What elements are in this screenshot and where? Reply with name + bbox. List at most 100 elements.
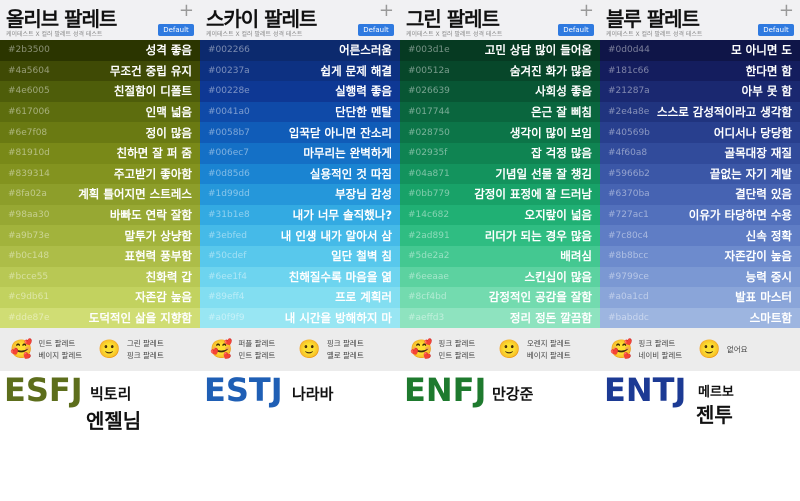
color-row[interactable]: #1d99dd 부장님 감성 [200, 184, 400, 205]
compatibility-bar: 🥰 민트 팔레트 베이지 팔레트 🙂 그린 팔레트 핑크 팔레트 [0, 328, 200, 372]
trait-label: 능력 중시 [745, 269, 792, 284]
palette-subtitle: 케이테스트 X 컬러 팔레트 성격 테스트 [6, 31, 103, 38]
character-name: 빅토리 [90, 385, 132, 404]
trait-label: 주고받기 좋아함 [113, 166, 192, 181]
default-button[interactable]: Default [158, 24, 194, 36]
hex-code: #aeffd3 [408, 313, 445, 324]
color-row[interactable]: #4a5604 무조건 중립 유지 [0, 60, 200, 82]
plus-icon[interactable]: + [378, 0, 394, 21]
color-row[interactable]: #89eff4 프로 계획러 [200, 287, 400, 308]
color-row[interactable]: #0041a0 단단한 멘탈 [200, 101, 400, 123]
default-button[interactable]: Default [558, 24, 594, 36]
good-match-list: 핑크 팔레트 민트 팔레트 [438, 338, 488, 362]
color-row[interactable]: #a0f9f9 내 시간을 방해하지 마 [200, 307, 400, 329]
hex-code: #839314 [8, 168, 50, 179]
color-row[interactable]: #b0c148 표현력 풍부함 [0, 245, 200, 267]
hex-code: #6ee1f4 [208, 271, 247, 282]
hex-code: #2e4a8e [608, 107, 650, 118]
color-row[interactable]: #2b3500 성격 좋음 [0, 40, 200, 61]
mbti-code: ENTJ [604, 371, 687, 410]
color-row[interactable]: #0058b7 입꾹닫 아니면 잔소리 [200, 122, 400, 143]
color-row[interactable]: #98aa30 바빠도 연락 잘함 [0, 204, 200, 226]
smiling-face-with-hearts-icon: 🥰 [210, 339, 233, 361]
color-row[interactable]: #006ec7 마무리는 완벽하게 [200, 142, 400, 164]
color-row[interactable]: #617006 인맥 넓음 [0, 101, 200, 123]
trait-label: 부장님 감성 [335, 187, 392, 202]
color-row[interactable]: #c9db61 자존감 높음 [0, 287, 200, 308]
color-row[interactable]: #31b1e8 내가 너무 솔직했나? [200, 204, 400, 226]
match-item: 핑크 팔레트 [638, 338, 676, 348]
trait-label: 한다면 함 [745, 63, 792, 78]
color-row[interactable]: #00237a 쉽게 문제 해결 [200, 60, 400, 82]
hex-code: #04a871 [408, 168, 450, 179]
color-row[interactable]: #7c80c4 신속 정확 [600, 225, 800, 246]
color-row[interactable]: #6ee1f4 친해질수록 마음을 엶 [200, 266, 400, 288]
color-row[interactable]: #babddc 스마트함 [600, 307, 800, 329]
color-row[interactable]: #aeffd3 정리 정돈 깔끔함 [400, 307, 600, 329]
color-row[interactable]: #8fa02a 계획 틀어지면 스트레스 [0, 184, 200, 205]
palette-title: 올리브 팔레트 [6, 7, 117, 31]
color-row[interactable]: #81910d 친하면 잘 퍼 줌 [0, 142, 200, 164]
color-row[interactable]: #727ac1 이유가 타당하면 수용 [600, 204, 800, 226]
color-row[interactable]: #2ad891 리더가 되는 경우 많음 [400, 225, 600, 246]
color-row[interactable]: #a9b73e 말투가 상냥함 [0, 225, 200, 246]
default-button[interactable]: Default [358, 24, 394, 36]
color-row[interactable]: #181c66 한다면 함 [600, 60, 800, 82]
mbti-code: ESFJ [4, 371, 83, 410]
plus-icon[interactable]: + [778, 0, 794, 21]
plus-icon[interactable]: + [178, 0, 194, 21]
color-row[interactable]: #8cf4bd 감정적인 공감을 잘함 [400, 287, 600, 308]
color-row[interactable]: #14c682 오지랖이 넓음 [400, 204, 600, 226]
color-row[interactable]: #8b8bcc 자존감이 높음 [600, 245, 800, 267]
palette-header: 블루 팔레트 케이테스트 X 컬러 팔레트 성격 테스트 + Default [600, 0, 800, 40]
trait-label: 정리 정돈 깔끔함 [509, 311, 592, 326]
color-row[interactable]: #4f60a8 골목대장 재질 [600, 142, 800, 164]
color-row[interactable]: #0d85d6 실용적인 것 따짐 [200, 163, 400, 185]
color-row[interactable]: #003d1e 고민 상담 많이 들어옴 [400, 40, 600, 61]
color-row[interactable]: #6eeaae 스킨십이 많음 [400, 266, 600, 288]
color-row[interactable]: #50cdef 일단 철벽 침 [200, 245, 400, 267]
trait-label: 친해질수록 마음을 엶 [288, 269, 392, 284]
color-row[interactable]: #002266 어른스러움 [200, 40, 400, 61]
color-row[interactable]: #00228e 실행력 좋음 [200, 81, 400, 102]
trait-label: 감정적인 공감을 잘함 [488, 290, 592, 305]
color-row[interactable]: #21287a 아부 못 함 [600, 81, 800, 102]
color-row[interactable]: #04a871 기념일 선물 잘 챙김 [400, 163, 600, 185]
color-row[interactable]: #02935f 잡 걱정 많음 [400, 142, 600, 164]
color-row[interactable]: #5966b2 끝없는 자기 계발 [600, 163, 800, 185]
trait-label: 어디서나 당당함 [713, 125, 792, 140]
color-row[interactable]: #4e6005 친절함이 디폴트 [0, 81, 200, 102]
color-row[interactable]: #026639 사회성 좋음 [400, 81, 600, 102]
color-row[interactable]: #bcce55 친화력 갑 [0, 266, 200, 288]
character-name-line2: 엔젤님 [86, 409, 142, 434]
default-button[interactable]: Default [758, 24, 794, 36]
color-row[interactable]: #5de2a2 배려심 [400, 245, 600, 267]
trait-label: 스스로 감성적이라고 생각함 [657, 105, 792, 120]
color-row[interactable]: #0d0d44 모 아니면 도 [600, 40, 800, 61]
trait-label: 친하면 잘 퍼 줌 [116, 146, 193, 161]
trait-label: 말투가 상냥함 [124, 228, 192, 243]
smiling-face-icon: 🙂 [698, 339, 721, 361]
plus-icon[interactable]: + [578, 0, 594, 21]
color-row[interactable]: #00512a 숨겨진 화가 많음 [400, 60, 600, 82]
hex-code: #a9b73e [8, 230, 50, 241]
color-row[interactable]: #dde87e 도덕적인 삶을 지향함 [0, 307, 200, 329]
color-row[interactable]: #839314 주고받기 좋아함 [0, 163, 200, 185]
color-row[interactable]: #2e4a8e 스스로 감성적이라고 생각함 [600, 101, 800, 123]
trait-label: 스킨십이 많음 [524, 269, 592, 284]
palette-title: 그린 팔레트 [406, 7, 500, 31]
match-item: 핑크 팔레트 [438, 338, 476, 348]
hex-code: #a0a1cd [608, 292, 649, 303]
color-row[interactable]: #6370ba 결단력 있음 [600, 184, 800, 205]
color-row[interactable]: #9799ce 능력 중시 [600, 266, 800, 288]
color-row[interactable]: #017744 은근 잘 삐침 [400, 101, 600, 123]
color-row[interactable]: #3ebfed 내 인생 내가 알아서 삼 [200, 225, 400, 246]
color-row[interactable]: #6e7f08 정이 많음 [0, 122, 200, 143]
color-row[interactable]: #0bb779 감정이 표정에 잘 드러남 [400, 184, 600, 205]
color-row[interactable]: #a0a1cd 발표 마스터 [600, 287, 800, 308]
trait-label: 아부 못 함 [741, 84, 792, 99]
color-row[interactable]: #028750 생각이 많이 보임 [400, 122, 600, 143]
color-row[interactable]: #40569b 어디서나 당당함 [600, 122, 800, 143]
trait-label: 골목대장 재질 [724, 146, 792, 161]
hex-code: #8b8bcc [608, 251, 649, 262]
